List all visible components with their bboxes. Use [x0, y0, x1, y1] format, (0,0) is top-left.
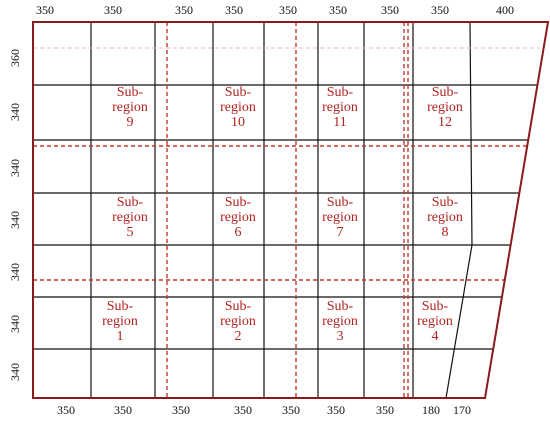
- subregion-line: 2: [235, 329, 242, 344]
- subregion-line: 5: [127, 225, 134, 240]
- subregion-line: region: [220, 100, 256, 115]
- subregion-line: region: [112, 100, 148, 115]
- subregion-line: region: [427, 210, 463, 225]
- subregion-label: Sub-region 3: [322, 299, 358, 344]
- dimension-label: 350: [282, 403, 300, 417]
- subregion-label: Sub-region 5: [112, 195, 148, 240]
- dimension-label: 170: [453, 403, 471, 417]
- dimension-label: 350: [279, 3, 297, 17]
- subregion-line: region: [417, 314, 453, 329]
- subregion-line: 8: [442, 225, 449, 240]
- subregion-label: Sub-region 12: [427, 85, 463, 130]
- dimension-label: 350: [57, 403, 75, 417]
- dimension-label: 340: [8, 159, 22, 177]
- dimension-label: 350: [172, 403, 190, 417]
- subregion-line: region: [427, 100, 463, 115]
- subregion-line: 10: [231, 115, 245, 130]
- dimension-label: 350: [234, 403, 252, 417]
- dimension-label: 340: [8, 211, 22, 229]
- grid-line: [445, 21, 473, 399]
- subregion-line: 6: [235, 225, 242, 240]
- subregion-label: Sub-region 9: [112, 85, 148, 130]
- subregion-label: Sub-region 11: [322, 85, 358, 130]
- subregion-line: Sub-: [327, 195, 354, 210]
- subregion-line: 7: [337, 225, 344, 240]
- dimension-label: 350: [36, 3, 54, 17]
- subregion-line: Sub-: [117, 195, 144, 210]
- subregion-line: Sub-: [422, 299, 449, 314]
- subregion-line: region: [322, 210, 358, 225]
- dimension-label: 340: [8, 363, 22, 381]
- subregion-line: region: [322, 314, 358, 329]
- subregion-line: region: [220, 210, 256, 225]
- dimension-label: 350: [175, 3, 193, 17]
- subregion-label: Sub-region 10: [220, 85, 256, 130]
- dimension-label: 340: [8, 103, 22, 121]
- subregion-line: Sub-: [432, 195, 459, 210]
- subregion-label: Sub-region 4: [417, 299, 453, 344]
- subregion-line: Sub-: [107, 299, 134, 314]
- dimension-label: 400: [496, 3, 514, 17]
- dimension-label: 350: [381, 3, 399, 17]
- boundary: [32, 21, 550, 399]
- subregion-line: 12: [438, 115, 452, 130]
- subregion-line: Sub-: [117, 85, 144, 100]
- dimension-label: 350: [431, 3, 449, 17]
- dimension-label: 350: [104, 3, 122, 17]
- subregion-line: Sub-: [225, 299, 252, 314]
- subregion-line: region: [220, 314, 256, 329]
- subregion-label: Sub-region 6: [220, 195, 256, 240]
- dimension-label: 350: [327, 403, 345, 417]
- subregion-line: 11: [333, 115, 346, 130]
- dimension-label: 350: [114, 403, 132, 417]
- subregion-label: Sub-region 1: [102, 299, 138, 344]
- subregion-line: region: [102, 314, 138, 329]
- subregion-line: 4: [432, 329, 439, 344]
- subregion-label: Sub-region 7: [322, 195, 358, 240]
- dimension-label: 350: [376, 403, 394, 417]
- dimension-label: 350: [225, 3, 243, 17]
- subregion-line: Sub-: [225, 85, 252, 100]
- subregion-line: 3: [337, 329, 344, 344]
- dimension-label: 350: [329, 3, 347, 17]
- dimension-label: 180: [422, 403, 440, 417]
- dimension-label: 340: [8, 263, 22, 281]
- subregion-line: region: [112, 210, 148, 225]
- subregion-line: region: [322, 100, 358, 115]
- dimension-label: 360: [8, 49, 22, 67]
- subregion-line: Sub-: [225, 195, 252, 210]
- subregion-label: Sub-region 8: [427, 195, 463, 240]
- subregion-label: Sub-region 2: [220, 299, 256, 344]
- subregion-line: Sub-: [432, 85, 459, 100]
- subregion-line: Sub-: [327, 299, 354, 314]
- subregion-line: 1: [117, 329, 124, 344]
- subregion-line: Sub-: [327, 85, 354, 100]
- subregion-line: 9: [127, 115, 134, 130]
- dimension-label: 340: [8, 315, 22, 333]
